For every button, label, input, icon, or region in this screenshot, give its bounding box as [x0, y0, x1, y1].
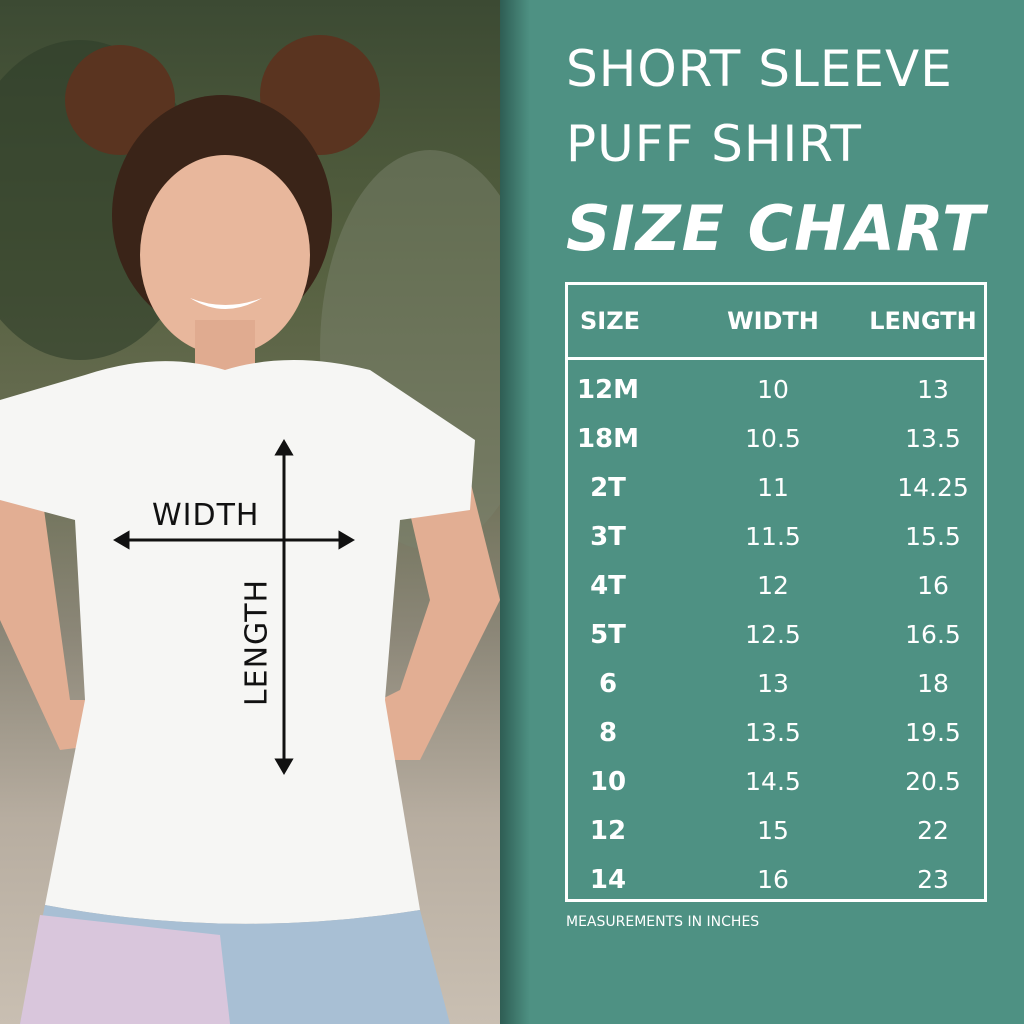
width-cell: 15: [757, 816, 789, 845]
size-cell: 18M: [576, 424, 640, 454]
size-cell: 12: [589, 816, 627, 846]
length-label: LENGTH: [239, 578, 275, 707]
measurement-note: MEASUREMENTS IN INCHES: [566, 914, 760, 930]
length-cell: 22: [917, 816, 949, 845]
size-cell: 5T: [590, 620, 626, 650]
length-cell: 23: [917, 865, 949, 894]
size-cell: 6: [598, 669, 618, 699]
width-cell: 16: [757, 865, 789, 894]
panel-shadow: [500, 0, 530, 1024]
length-cell: 13.5: [905, 424, 961, 453]
table-row: 5T 12.5 16.5: [568, 620, 984, 669]
table-row: 2T 11 14.25: [568, 473, 984, 522]
measurement-arrows: [113, 439, 355, 775]
size-cell: 8: [598, 718, 618, 748]
width-cell: 12: [757, 571, 789, 600]
title-line-1: SHORT SLEEVE: [566, 40, 953, 98]
table-row: 8 13.5 19.5: [568, 718, 984, 767]
size-cell: 12M: [576, 375, 640, 405]
size-cell: 14: [589, 865, 627, 895]
length-cell: 14.25: [897, 473, 969, 502]
table-row: 10 14.5 20.5: [568, 767, 984, 816]
length-cell: 19.5: [905, 718, 961, 747]
table-row: 12M 10 13: [568, 375, 984, 424]
width-cell: 11: [757, 473, 789, 502]
length-cell: 20.5: [905, 767, 961, 796]
title-line-2: PUFF SHIRT: [566, 115, 862, 173]
table-header: SIZE WIDTH LENGTH: [568, 285, 984, 360]
length-cell: 13: [917, 375, 949, 404]
table-row: 18M 10.5 13.5: [568, 424, 984, 473]
table-row: 4T 12 16: [568, 571, 984, 620]
size-table: SIZE WIDTH LENGTH 12M 10 13 18M 10.5 13.5 2T 11…: [565, 282, 987, 902]
girl-illustration: [0, 35, 500, 1024]
size-cell: 4T: [590, 571, 626, 601]
size-cell: 10: [589, 767, 627, 797]
width-cell: 10: [757, 375, 789, 404]
width-cell: 11.5: [745, 522, 801, 551]
length-cell: 16.5: [905, 620, 961, 649]
width-cell: 12.5: [745, 620, 801, 649]
width-cell: 10.5: [745, 424, 801, 453]
table-row: 12 15 22: [568, 816, 984, 865]
title-line-3: SIZE CHART: [566, 192, 986, 265]
size-cell: 2T: [590, 473, 626, 503]
width-cell: 14.5: [745, 767, 801, 796]
size-cell: 3T: [590, 522, 626, 552]
table-row: 14 16 23: [568, 865, 984, 914]
length-cell: 18: [917, 669, 949, 698]
header-size: SIZE: [580, 307, 641, 335]
length-cell: 15.5: [905, 522, 961, 551]
width-cell: 13: [757, 669, 789, 698]
table-row: 6 13 18: [568, 669, 984, 718]
header-width: WIDTH: [727, 307, 819, 335]
width-cell: 13.5: [745, 718, 801, 747]
length-cell: 16: [917, 571, 949, 600]
header-length: LENGTH: [869, 307, 977, 335]
table-row: 3T 11.5 15.5: [568, 522, 984, 571]
product-photo: WIDTH LENGTH: [0, 0, 500, 1024]
width-label: WIDTH: [152, 498, 260, 533]
